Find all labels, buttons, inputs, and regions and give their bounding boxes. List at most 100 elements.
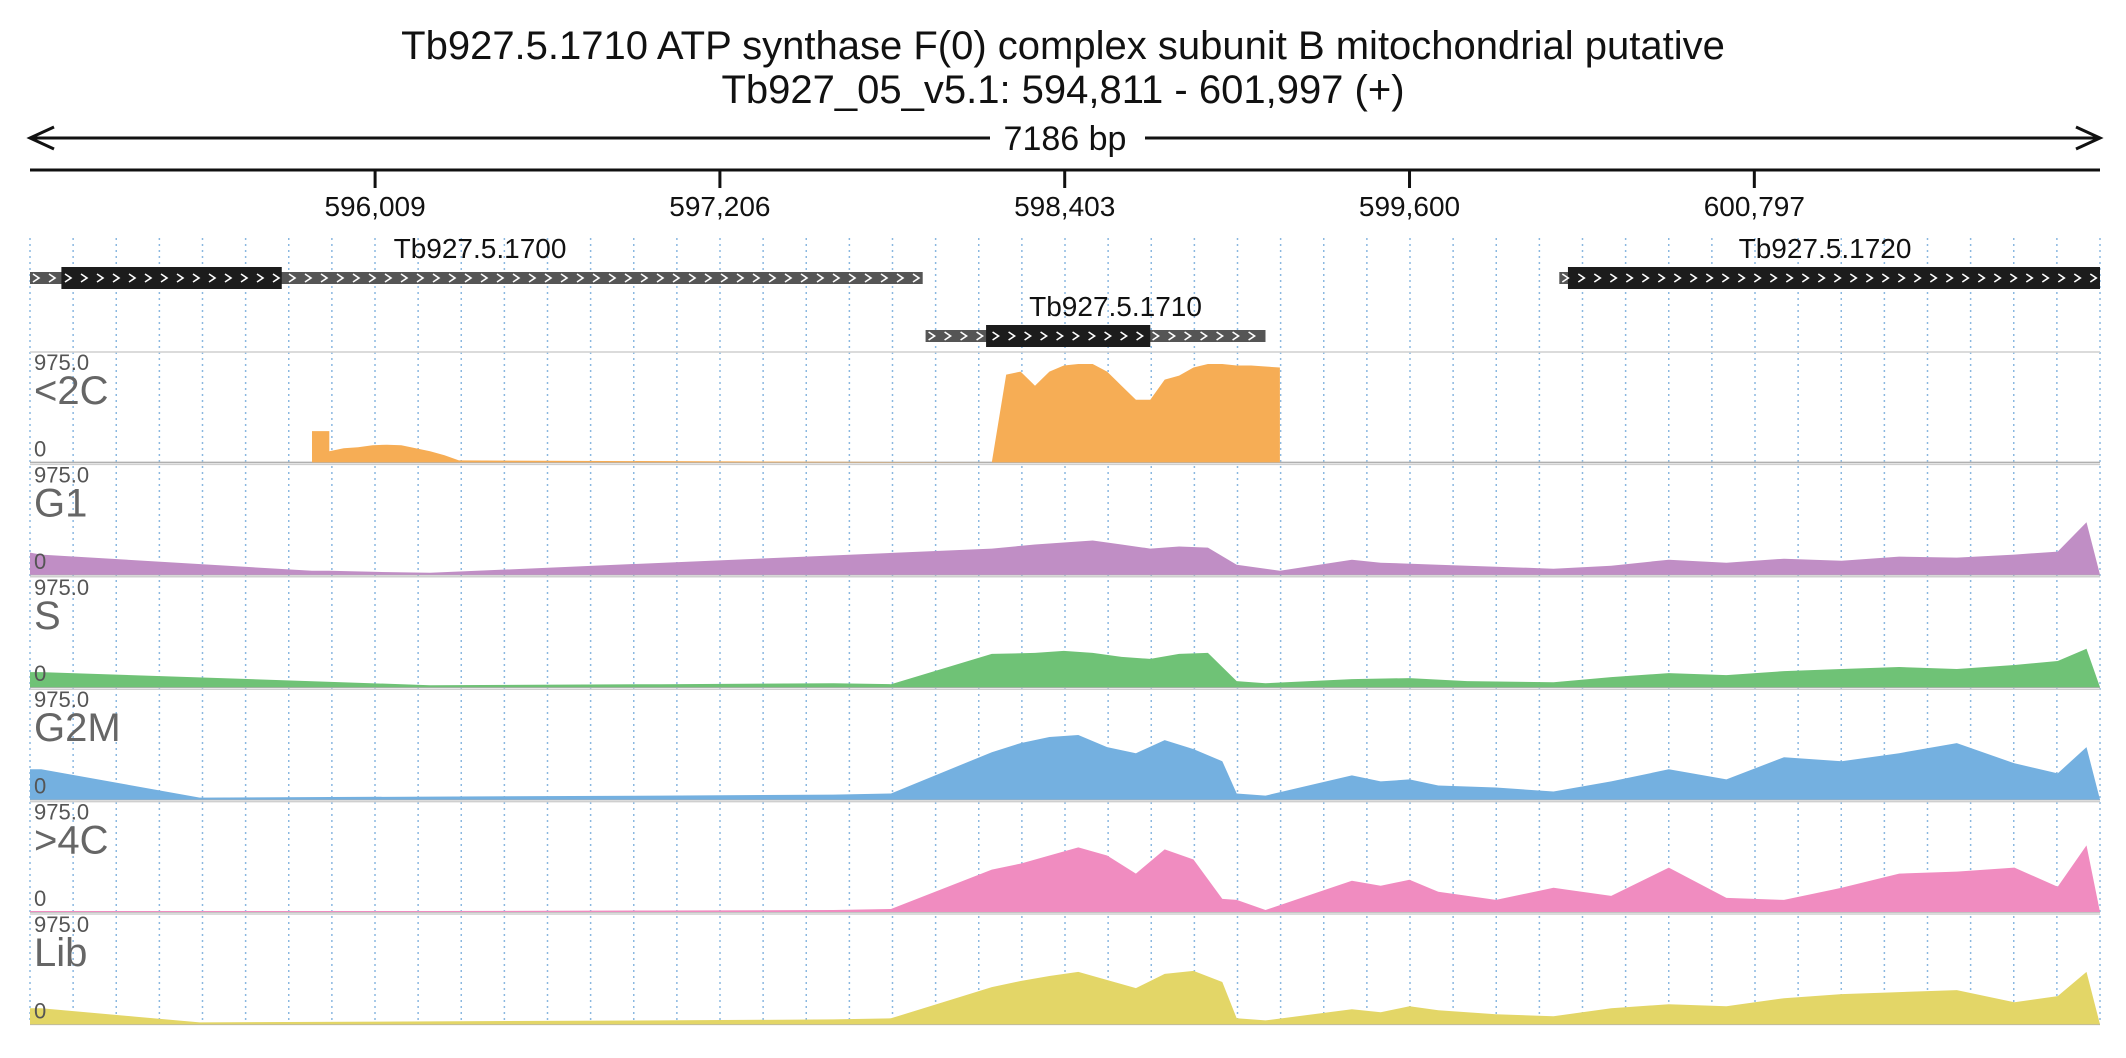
strand-chevron: [1657, 273, 1666, 283]
track-ymin-label: 0: [34, 998, 46, 1023]
strand-chevron: [736, 273, 745, 283]
strand-chevron: [1072, 331, 1081, 341]
strand-chevron: [560, 273, 569, 283]
strand-chevron: [1721, 273, 1730, 283]
track-ymax-label: 975.0: [34, 687, 89, 712]
strand-chevron: [752, 273, 761, 283]
strand-chevron: [1561, 273, 1570, 283]
strand-chevron: [1184, 331, 1193, 341]
strand-chevron: [496, 273, 505, 283]
track-ymax-label: 975.0: [34, 462, 89, 487]
strand-chevron: [1593, 273, 1602, 283]
strand-chevron: [848, 273, 857, 283]
strand-chevron: [368, 273, 377, 283]
coverage-track: 975.0>4C 0: [30, 800, 2100, 913]
strand-chevron: [32, 273, 41, 283]
track-ymin-label: 0: [34, 661, 46, 686]
strand-chevron: [320, 273, 329, 283]
strand-chevron: [2041, 273, 2050, 283]
strand-chevron: [1088, 331, 1097, 341]
strand-chevron: [608, 273, 617, 283]
strand-chevron: [896, 273, 905, 283]
strand-chevron: [1849, 273, 1858, 283]
track-name-label: Lib: [34, 931, 87, 975]
strand-chevron: [1785, 273, 1794, 283]
strand-chevron: [448, 273, 457, 283]
strand-chevron: [48, 273, 57, 283]
strand-chevron: [1216, 331, 1225, 341]
strand-chevron: [944, 331, 953, 341]
strand-chevron: [416, 273, 425, 283]
strand-chevron: [176, 273, 185, 283]
strand-chevron: [928, 331, 937, 341]
span-arrowhead-right: [2075, 125, 2104, 151]
strand-chevron: [880, 273, 889, 283]
strand-chevron: [1737, 273, 1746, 283]
track-ymax-label: 975.0: [34, 575, 89, 600]
strand-chevron: [512, 273, 521, 283]
strand-chevron: [1609, 273, 1618, 283]
locus-coordinates: Tb927_05_v5.1: 594,811 - 601,997 (+): [721, 68, 1405, 112]
coverage-track: 975.0S 0: [30, 575, 2100, 688]
coverage-area: [30, 970, 2100, 1025]
track-name-label: G1: [34, 481, 87, 525]
strand-chevron: [144, 273, 153, 283]
strand-chevron: [1056, 331, 1065, 341]
strand-chevron: [1200, 331, 1209, 341]
gene-label: Tb927.5.1720: [1739, 233, 1912, 264]
strand-chevron: [80, 273, 89, 283]
gene-cds: [1567, 267, 2100, 289]
strand-chevron: [64, 273, 73, 283]
strand-chevron: [720, 273, 729, 283]
gene-cds: [61, 267, 282, 289]
strand-chevron: [1008, 331, 1017, 341]
strand-chevron: [784, 273, 793, 283]
strand-chevron: [1577, 273, 1586, 283]
track-ymax-label: 975.0: [34, 350, 89, 375]
strand-chevron: [576, 273, 585, 283]
strand-chevron: [976, 331, 985, 341]
ruler-tick-label: 599,600: [1359, 191, 1460, 222]
strand-chevron: [384, 273, 393, 283]
strand-chevron: [992, 331, 1001, 341]
strand-chevron: [1120, 331, 1129, 341]
track-ymin-label: 0: [34, 436, 46, 461]
strand-chevron: [1945, 273, 1954, 283]
track-name-label: S: [34, 594, 61, 638]
strand-chevron: [816, 273, 825, 283]
gene-label: Tb927.5.1710: [1029, 291, 1202, 322]
strand-chevron: [2009, 273, 2018, 283]
strand-chevron: [864, 273, 873, 283]
ruler-tick-label: 598,403: [1014, 191, 1115, 222]
coverage-area: [312, 364, 1280, 463]
gene-cds: [986, 325, 1151, 347]
strand-chevron: [1136, 331, 1145, 341]
coverage-track: 975.0G1 0: [30, 462, 2100, 576]
strand-chevron: [1168, 331, 1177, 341]
span-arrowhead-left: [26, 125, 55, 151]
strand-chevron: [1104, 331, 1113, 341]
strand-chevron: [1673, 273, 1682, 283]
strand-chevron: [832, 273, 841, 283]
strand-chevron: [592, 273, 601, 283]
strand-chevron: [624, 273, 633, 283]
strand-chevron: [1833, 273, 1842, 283]
strand-chevron: [1753, 273, 1762, 283]
strand-chevron: [1929, 273, 1938, 283]
strand-chevron: [912, 273, 921, 283]
strand-chevron: [480, 273, 489, 283]
track-ymin-label: 0: [34, 549, 46, 574]
strand-chevron: [1705, 273, 1714, 283]
strand-chevron: [656, 273, 665, 283]
ruler-tick-label: 600,797: [1704, 191, 1805, 222]
strand-chevron: [1961, 273, 1970, 283]
strand-chevron: [256, 273, 265, 283]
track-name-label: <2C: [34, 369, 109, 413]
strand-chevron: [288, 273, 297, 283]
strand-chevron: [1993, 273, 2002, 283]
coverage-area: [30, 845, 2100, 912]
track-ymax-label: 975.0: [34, 800, 89, 825]
